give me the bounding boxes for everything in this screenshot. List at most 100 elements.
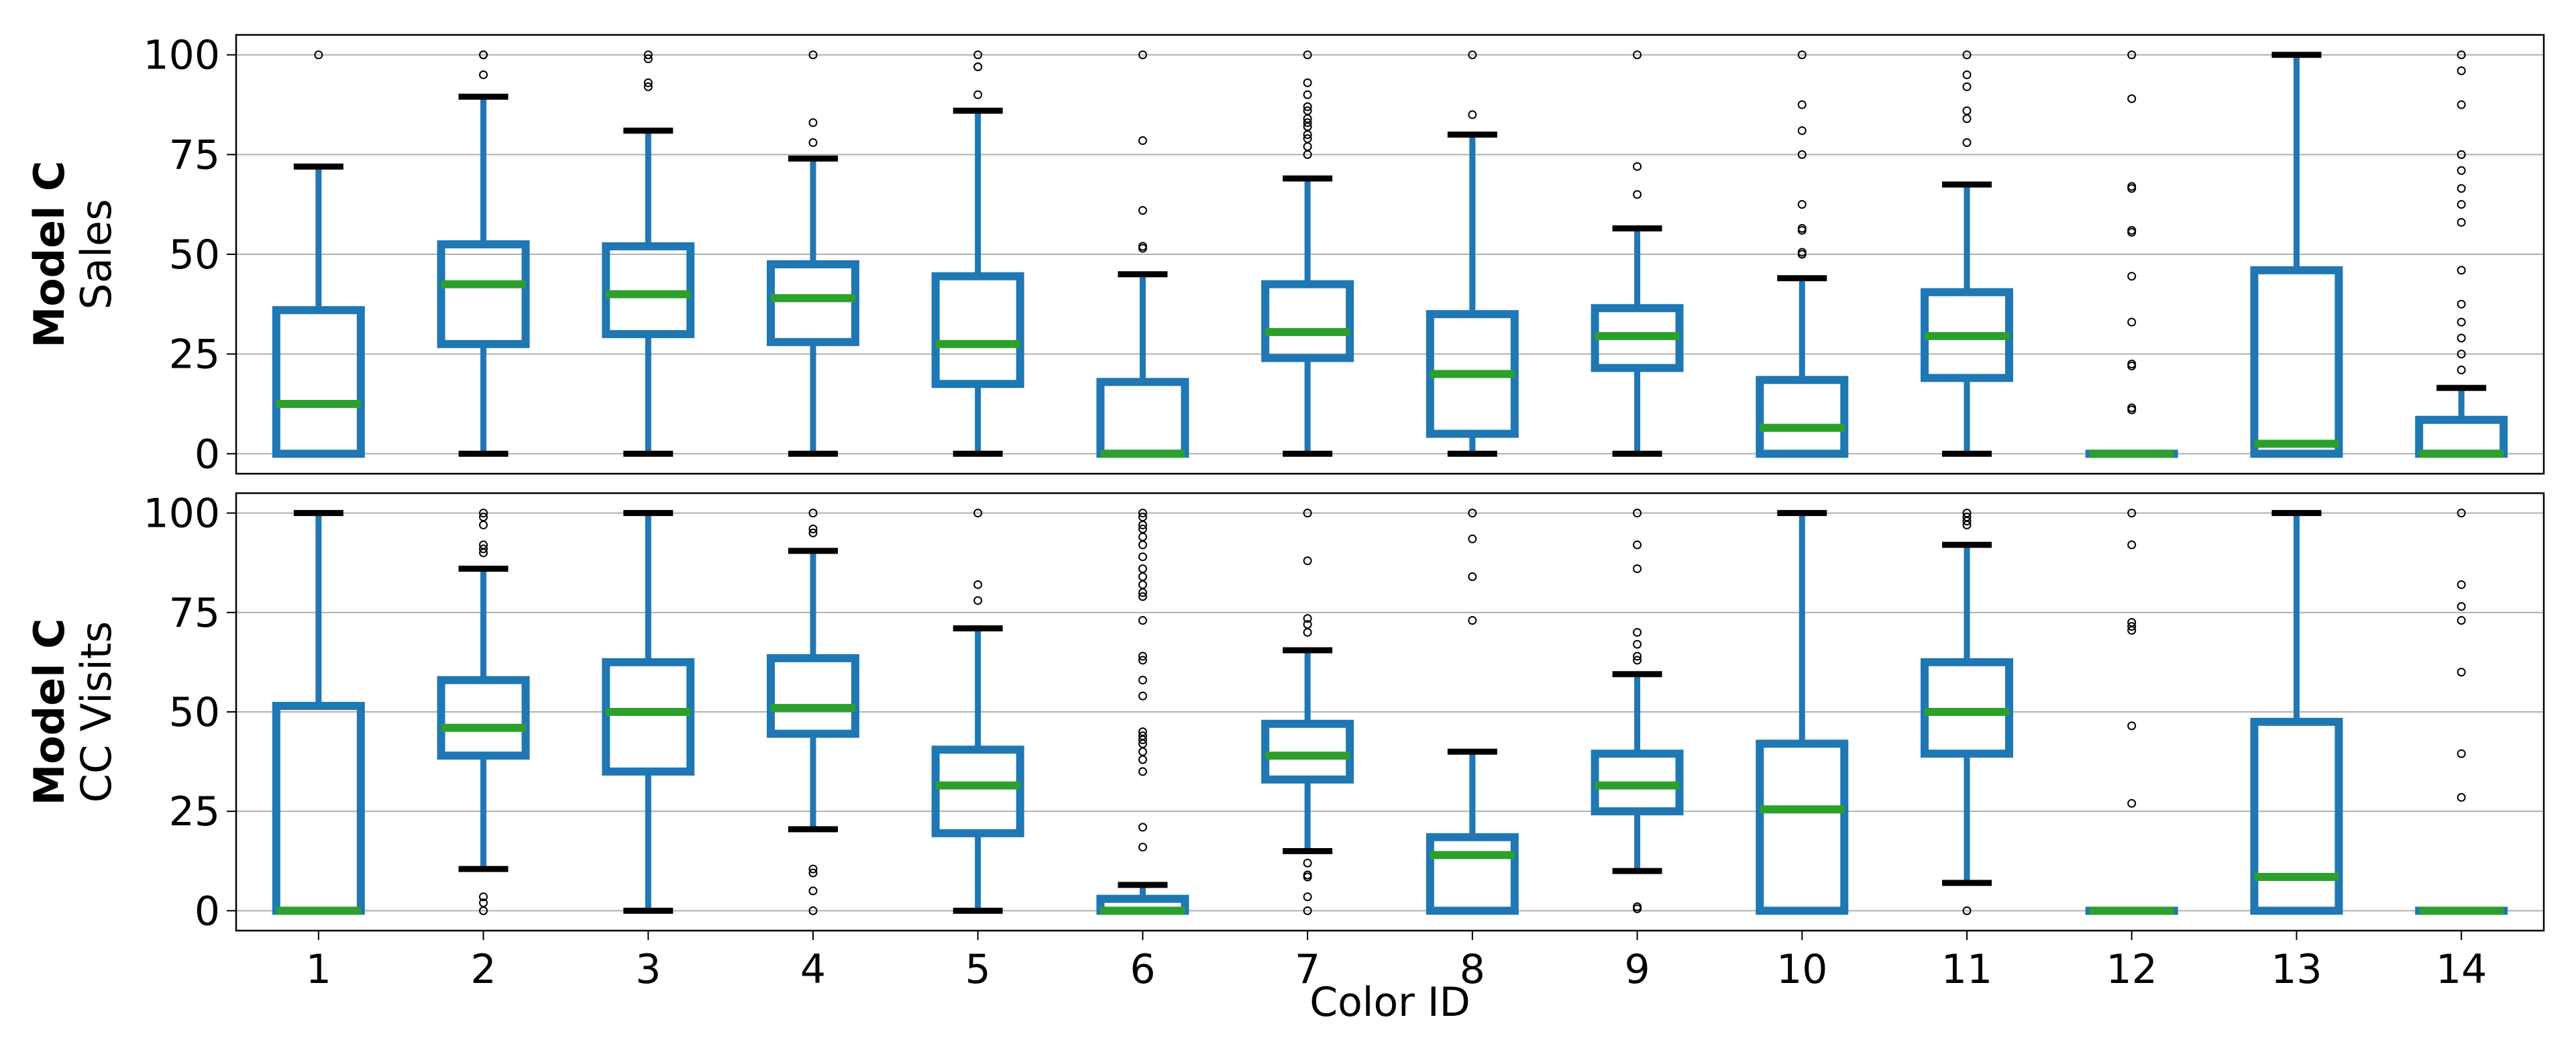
outlier-point	[973, 509, 983, 518]
outlier-point	[1138, 676, 1147, 685]
y-tick-label: 25	[169, 788, 220, 835]
outlier-point	[2457, 50, 2466, 60]
outlier-point	[1633, 902, 1642, 911]
box-14	[2415, 50, 2508, 458]
outlier-point	[1303, 906, 1312, 915]
outlier-point	[2127, 540, 2137, 550]
outlier-point	[1633, 50, 1642, 60]
box-13	[2250, 52, 2343, 458]
outlier-point	[973, 580, 983, 589]
outlier-point	[973, 50, 983, 60]
y-tick-label: 50	[169, 231, 220, 278]
x-tick-label: 10	[1776, 946, 1827, 993]
outlier-point	[808, 528, 818, 537]
outlier-point	[2457, 333, 2466, 343]
iqr-box	[2415, 415, 2508, 458]
y-tick-label: 25	[169, 331, 220, 378]
x-tick-label: 14	[2436, 946, 2487, 993]
box-8	[1426, 509, 1519, 915]
outlier-point	[1303, 102, 1312, 111]
outlier-point	[808, 868, 818, 878]
outlier-point	[1138, 691, 1147, 700]
outlier-point	[1138, 823, 1147, 832]
outlier-point	[2457, 166, 2466, 175]
iqr-box	[437, 240, 530, 348]
outlier-point	[1303, 50, 1312, 60]
outlier-point	[1303, 134, 1312, 144]
outlier-point	[1138, 767, 1147, 776]
outlier-point	[643, 78, 653, 87]
outlier-point	[1962, 106, 1972, 115]
outlier-point	[2127, 721, 2137, 731]
outlier-point	[2457, 602, 2466, 611]
outlier-point	[2127, 618, 2137, 627]
outlier-point	[2457, 184, 2466, 193]
outlier-point	[1303, 90, 1312, 99]
x-tick-label: 4	[800, 946, 826, 993]
outlier-point	[1138, 656, 1147, 665]
outlier-point	[479, 520, 488, 529]
cc-visits-panel: 0 25 50 75 100 Model CCC Visits	[25, 490, 2545, 935]
x-tick-label: 6	[1130, 946, 1155, 993]
outlier-point	[1303, 892, 1312, 902]
box-11	[1921, 50, 2013, 457]
outlier-point	[1303, 509, 1312, 518]
y-axis-label-model: Model C	[25, 618, 74, 805]
outlier-point	[2457, 365, 2466, 374]
outlier-point	[2127, 622, 2137, 631]
outlier-point	[1962, 513, 1972, 522]
outlier-point	[1797, 223, 1807, 233]
outlier-point	[2457, 509, 2466, 518]
outlier-point	[1633, 652, 1642, 661]
outlier-point	[1797, 50, 1807, 60]
outlier-point	[2457, 616, 2466, 625]
y-tick-label: 100	[143, 490, 220, 537]
outlier-point	[1138, 242, 1147, 251]
outlier-point	[1962, 906, 1972, 915]
x-tick-label: 8	[1460, 946, 1485, 993]
outlier-point	[973, 62, 983, 72]
iqr-box	[272, 306, 365, 458]
box-5	[931, 50, 1024, 457]
box-4	[767, 50, 859, 457]
outlier-point	[2127, 360, 2137, 368]
outlier-point	[1962, 138, 1972, 148]
outlier-point	[1468, 534, 1477, 543]
y-axis-label-metric: CC Visits	[72, 621, 121, 803]
y-tick-label: 0	[195, 431, 220, 478]
outlier-point	[479, 50, 488, 60]
outlier-point	[1138, 727, 1147, 737]
outlier-point	[1138, 509, 1147, 518]
iqr-box	[1426, 833, 1519, 915]
outlier-point	[1138, 136, 1147, 146]
outlier-point	[479, 513, 488, 522]
outlier-point	[2457, 580, 2466, 589]
outlier-point	[643, 54, 653, 64]
box-1	[272, 50, 365, 458]
iqr-box	[1756, 376, 1849, 458]
iqr-box	[1756, 739, 1849, 915]
outlier-point	[1633, 540, 1642, 550]
outlier-point	[479, 898, 488, 908]
outlier-point	[479, 540, 488, 550]
outlier-point	[1138, 592, 1147, 601]
outlier-point	[2127, 798, 2137, 808]
box-14	[2415, 509, 2508, 915]
outlier-point	[1468, 50, 1477, 60]
outlier-point	[479, 544, 488, 554]
outlier-point	[1633, 190, 1642, 199]
outlier-point	[808, 886, 818, 896]
outlier-point	[1303, 620, 1312, 629]
outlier-point	[314, 50, 323, 60]
outlier-point	[2127, 182, 2137, 191]
outlier-point	[1962, 70, 1972, 79]
x-tick-label: 7	[1295, 946, 1320, 993]
box-5	[931, 509, 1024, 914]
box-3	[602, 510, 695, 914]
box-9	[1591, 509, 1684, 913]
box-10	[1756, 50, 1849, 458]
outlier-point	[1468, 616, 1477, 625]
outlier-point	[808, 524, 818, 533]
outlier-point	[1138, 747, 1147, 756]
